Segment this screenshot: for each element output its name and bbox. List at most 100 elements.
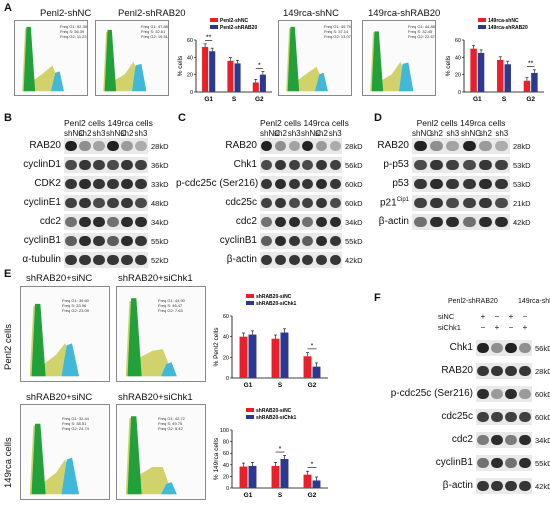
blot-band <box>93 179 105 189</box>
blot-band <box>107 198 119 208</box>
blot-band <box>329 255 341 265</box>
protein-label: p-cdc25c (Ser216) <box>176 178 259 189</box>
molecular-weight-label: 53kD <box>513 180 531 189</box>
y-tick-label: 80 <box>223 440 229 446</box>
blot-band <box>93 255 105 265</box>
lane-label: sh2 <box>430 129 443 138</box>
blot-band <box>429 141 444 151</box>
panel-label-f: F <box>374 292 381 304</box>
blot-row <box>260 233 342 249</box>
blot-band <box>93 198 105 208</box>
blot-row <box>412 195 510 211</box>
row-label-149rca: 149rca cells <box>3 437 14 488</box>
protein-label: cdc2 <box>39 216 61 227</box>
protein-label: RAB20 <box>29 140 61 151</box>
bar-chart-e-149rca: 0 20 40 60 80 100% 149rca cells G1 S * G2 * shRAB20… <box>212 404 332 502</box>
blot-row <box>476 432 532 448</box>
blot-band <box>446 217 460 227</box>
blot-band <box>93 160 105 170</box>
lane-label: shNC <box>64 129 85 138</box>
blot-band <box>519 481 531 491</box>
condition-label: siChk1 <box>438 323 461 332</box>
protein-label: β-actin <box>378 216 409 227</box>
bar <box>280 332 289 378</box>
y-tick-label: 40 <box>455 55 461 61</box>
blot-row <box>64 157 148 173</box>
bar <box>271 338 280 378</box>
treatment-sign: + <box>480 312 486 321</box>
blot-band <box>491 412 503 422</box>
flow-title-a3: 149rca-shNC <box>283 8 339 19</box>
y-tick-label: 60 <box>187 38 193 44</box>
molecular-weight-label: 28kD <box>151 142 169 151</box>
blot-band <box>275 179 286 189</box>
cell-group-header: Penl2 cells 149rca cells <box>416 118 506 128</box>
y-tick-label: 20 <box>187 73 193 79</box>
significance-label: * <box>279 446 282 453</box>
blot-band <box>413 198 427 208</box>
flow-stats-a1: Freq G1: 52.38 Freq S: 36.39 Freq G2: 11.2… <box>60 24 87 39</box>
blot-band <box>477 366 489 376</box>
blot-band <box>495 141 509 151</box>
y-tick-label: 20 <box>223 355 229 361</box>
blot-row <box>476 386 532 402</box>
blot-band <box>491 343 503 353</box>
blot-row <box>476 478 532 494</box>
y-axis-label: % 149rca cells <box>213 437 220 480</box>
molecular-weight-label: 48kD <box>151 199 169 208</box>
x-tick-label: S <box>278 382 283 389</box>
flow-histogram-a4 <box>362 20 436 96</box>
blot-row <box>260 195 342 211</box>
blot-band <box>107 255 119 265</box>
legend-label: 149rca-shNC <box>488 18 519 24</box>
protein-label: cdc25c <box>225 197 257 208</box>
blot-row <box>64 214 148 230</box>
blot-band <box>505 366 517 376</box>
blot-band <box>65 141 77 151</box>
blot-band <box>65 217 77 227</box>
bar-chart-e-penl2: 0 20 40 60 % Penl2 cells G1 S G2 * shRAB20-siNC sh… <box>212 290 332 392</box>
blot-band <box>261 255 273 265</box>
blot-band <box>302 141 314 151</box>
blot-band <box>135 236 147 246</box>
flow-stats-e3: Freq G1: 32.44 Freq S: 38.51 Freq G2: 24.7… <box>62 416 89 431</box>
x-tick-label: G1 <box>473 96 482 103</box>
lane-label: sh2 <box>120 129 134 138</box>
molecular-weight-label: 42kD <box>535 482 550 491</box>
lane-label: sh3 <box>287 129 301 138</box>
bar <box>312 480 321 488</box>
lane-label: sh2 <box>274 129 287 138</box>
treatment-sign: − <box>494 312 500 321</box>
flow-histogram-a1 <box>14 20 88 96</box>
molecular-weight-label: 56kD <box>535 344 550 353</box>
molecular-weight-label: 33kD <box>151 180 169 189</box>
blot-row <box>476 363 532 379</box>
flow-title-e2: shRAB20+siChk1 <box>118 273 193 284</box>
bar <box>312 366 321 378</box>
blot-band <box>316 141 327 151</box>
blot-row <box>64 252 148 268</box>
blot-band <box>121 141 133 151</box>
flow-title-e1: shRAB20+siNC <box>26 273 93 284</box>
protein-label: cdc25c <box>441 411 473 422</box>
blot-band <box>316 160 327 170</box>
blot-band <box>491 481 503 491</box>
bar <box>209 51 216 92</box>
western-blot-f: Chk1 56kD RAB20 28kD p-cdc25c (Ser216) 60kD cd… <box>376 296 550 504</box>
blot-row <box>260 138 342 154</box>
lane-label: sh2 <box>78 129 92 138</box>
blot-band <box>79 217 91 227</box>
blot-band <box>79 255 91 265</box>
flow-title-a4: 149rca-shRAB20 <box>368 8 441 19</box>
blot-band <box>302 179 314 189</box>
protein-label: p-p53 <box>383 159 409 170</box>
bar <box>497 59 504 92</box>
blot-band <box>135 217 147 227</box>
blot-band <box>462 198 476 208</box>
molecular-weight-label: 21kD <box>513 199 531 208</box>
blot-band <box>429 217 444 227</box>
bar <box>303 356 312 378</box>
bar-chart-a-penl2: 0 20 40 60 % cells G1 ** S G2 * Penl2-shNC Penl2-sh… <box>176 14 276 106</box>
molecular-weight-label: 42kD <box>345 256 363 265</box>
